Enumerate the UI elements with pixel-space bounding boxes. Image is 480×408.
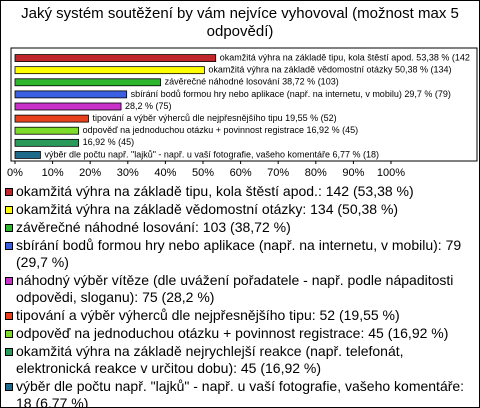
legend-swatch (5, 206, 13, 214)
legend-label: okamžitá výhra na základě nejrychlejší r… (16, 343, 404, 376)
x-tick-label: 30% (117, 167, 139, 179)
bar-label: sbírání bodů formou hry nebo aplikace (n… (131, 89, 451, 99)
bar (14, 90, 128, 99)
bar (14, 54, 217, 62)
legend-item: okamžitá výhra na základě nejrychlejší r… (5, 343, 473, 377)
plot-area (10, 47, 478, 162)
legend-item: závěrečné náhodné losování: 103 (38,72 %… (5, 219, 473, 236)
x-tick-label: 90% (342, 167, 364, 179)
legend-item: okamžitá výhra na základě vědomostní otá… (5, 201, 473, 218)
legend-item: tipování a výběr výherců dle nejpřesnějš… (5, 307, 473, 324)
bar-label: okamžitá výhra na základě vědomostní otá… (208, 65, 451, 75)
x-tick-label: 40% (154, 167, 176, 179)
bar-label: 28,2 % (75) (125, 101, 172, 111)
legend-swatch (5, 277, 13, 285)
x-tick-label: 100% (377, 167, 405, 179)
legend-item: sbírání bodů formou hry nebo aplikace (n… (5, 237, 473, 271)
bar-label: odpověď na jednoduchou otázku + povinnos… (83, 125, 358, 135)
legend: okamžitá výhra na základě tipu, kola ště… (5, 183, 473, 408)
x-tick-label: 0% (7, 167, 23, 179)
legend-label: náhodný výběr vítěze (dle uvážení pořada… (16, 272, 454, 305)
x-tick-label: 20% (79, 167, 101, 179)
legend-swatch (5, 188, 13, 196)
legend-swatch (5, 312, 13, 320)
legend-swatch (5, 224, 13, 232)
chart-title: Jaký systém soutěžení by vám nejvíce vyh… (21, 5, 459, 40)
legend-item: odpověď na jednoduchou otázku + povinnos… (5, 325, 473, 342)
bar-label: výběr dle počtu např. "lajků" - např. u … (44, 149, 379, 159)
legend-label: okamžitá výhra na základě tipu, kola ště… (16, 183, 414, 199)
bar (14, 102, 122, 111)
legend-label: závěrečné náhodné losování: 103 (38,72 %… (16, 219, 291, 235)
x-tick-label: 70% (267, 167, 289, 179)
legend-label: výběr dle počtu např. "lajků" - např. u … (16, 378, 465, 408)
legend-item: okamžitá výhra na základě tipu, kola ště… (5, 183, 473, 200)
bar (14, 138, 80, 147)
legend-swatch (5, 330, 13, 338)
x-tick-label: 60% (230, 167, 252, 179)
legend-swatch (5, 348, 13, 356)
bar-label: 16,92 % (45) (83, 137, 135, 147)
x-tick-label: 80% (305, 167, 327, 179)
bar (14, 78, 161, 87)
legend-label: sbírání bodů formou hry nebo aplikace (n… (16, 237, 462, 270)
bar (14, 114, 89, 123)
legend-swatch (5, 383, 13, 391)
legend-item: náhodný výběr vítěze (dle uvážení pořada… (5, 272, 473, 306)
bar (14, 126, 80, 135)
bar (14, 66, 205, 75)
legend-label: odpověď na jednoduchou otázku + povinnos… (16, 325, 449, 341)
x-tick-label: 10% (42, 167, 64, 179)
legend-swatch (5, 242, 13, 250)
bar (14, 151, 41, 159)
legend-label: tipování a výběr výherců dle nejpřesnějš… (16, 307, 400, 323)
legend-label: okamžitá výhra na základě vědomostní otá… (16, 201, 399, 217)
bar-label: závěrečné náhodné losování 38,72 % (103) (165, 77, 339, 87)
plot: 0% 10% 20% 30% 40% 50% 60% 70% 80% 90% 100% okamžit… (7, 47, 478, 179)
x-tick-label: 50% (192, 167, 214, 179)
bar-label: tipování a výběr výherců dle nejpřesnějš… (93, 113, 337, 123)
legend-item: výběr dle počtu např. "lajků" - např. u … (5, 378, 473, 408)
bar-label: okamžitá výhra na základě tipu, kola ště… (220, 52, 470, 62)
